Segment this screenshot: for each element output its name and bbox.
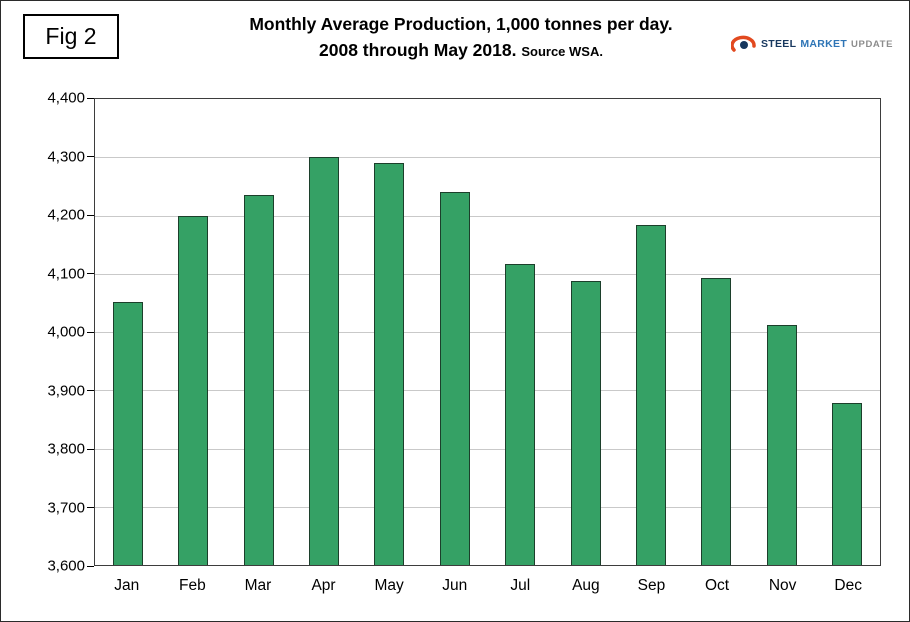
x-axis-label-nov: Nov — [768, 577, 797, 594]
bar-jul — [505, 263, 536, 565]
gridline-3700 — [95, 506, 880, 508]
figure-label-box: Fig 2 — [23, 14, 119, 59]
x-axis-label-jun: Jun — [442, 577, 468, 594]
x-axis-label-oct: Oct — [704, 577, 730, 594]
x-axis-label-may: May — [374, 577, 404, 594]
logo-word-update: UPDATE — [851, 38, 893, 50]
y-axis-label-4300: 4,300 — [47, 148, 85, 165]
y-axis-label-4100: 4,100 — [47, 265, 85, 282]
bar-may — [374, 162, 405, 565]
gridline-4200 — [95, 215, 880, 217]
plot-area — [94, 98, 881, 566]
y-tick-4200 — [87, 214, 94, 216]
y-axis-labels: 3,600 3,700 3,800 3,900 4,000 4,100 4,200 4,300… — [1, 90, 85, 575]
bar-feb — [178, 215, 209, 565]
bar-jun — [439, 191, 470, 565]
bar-nov — [766, 325, 797, 565]
y-tick-3800 — [87, 448, 94, 450]
y-axis-label-4200: 4,200 — [47, 206, 85, 224]
x-axis-label-jan: Jan — [114, 577, 140, 594]
logo-swoosh-icon — [730, 35, 756, 52]
y-tick-4400 — [87, 97, 94, 99]
x-axis-label-dec: Dec — [834, 577, 862, 594]
y-tick-4100 — [87, 273, 94, 274]
bar-oct — [701, 277, 732, 565]
x-axis-label-aug: Aug — [572, 577, 600, 594]
y-tick-3900 — [87, 390, 94, 391]
y-axis-label-4000: 4,000 — [47, 323, 85, 341]
y-tick-4300 — [87, 156, 94, 157]
x-axis-label-jul: Jul — [510, 577, 531, 594]
logo-word-steel: STEEL — [760, 38, 797, 50]
y-tick-4000 — [87, 331, 94, 333]
logo-word-market: MARKET — [800, 38, 848, 50]
x-axis-labels: Jan Feb Mar Apr May Jun Jul Aug Sep Oct Nov Dec — [94, 577, 881, 605]
chart-title-block: Monthly Average Production, 1,000 tonnes… — [136, 11, 786, 65]
y-axis-label-3600: 3,600 — [47, 557, 85, 575]
y-axis-label-3700: 3,700 — [47, 499, 85, 516]
y-axis-label-4400: 4,400 — [47, 89, 85, 107]
bar-mar — [243, 194, 274, 565]
steel-market-update-logo: STEEL MARKET UPDATE — [730, 33, 893, 55]
gridline-4100 — [95, 273, 880, 275]
gridline-3800 — [95, 448, 880, 450]
chart-subtitle: 2008 through May 2018. — [319, 40, 517, 60]
bar-jan — [112, 301, 143, 565]
chart-title-line2: 2008 through May 2018. Source WSA. — [136, 37, 786, 65]
gridline-3900 — [95, 390, 880, 392]
bar-sep — [636, 224, 667, 565]
y-axis-label-3900: 3,900 — [47, 382, 85, 399]
bar-apr — [308, 157, 339, 565]
x-axis-label-mar: Mar — [244, 577, 272, 594]
bar-dec — [832, 403, 863, 565]
x-axis-label-apr: Apr — [311, 577, 336, 594]
y-tick-3600 — [87, 565, 94, 567]
gridline-4000 — [95, 332, 880, 333]
y-tick-3700 — [87, 507, 94, 508]
bar-aug — [570, 280, 601, 565]
y-axis-label-3800: 3,800 — [47, 440, 85, 458]
chart-title-line1: Monthly Average Production, 1,000 tonnes… — [249, 14, 673, 34]
figure-label: Fig 2 — [45, 23, 97, 49]
chart-source: Source WSA. — [521, 44, 603, 59]
x-axis-label-sep: Sep — [637, 577, 666, 594]
y-axis-ticks — [87, 97, 94, 567]
gridline-4300 — [95, 157, 880, 159]
x-axis-label-feb: Feb — [179, 577, 206, 594]
